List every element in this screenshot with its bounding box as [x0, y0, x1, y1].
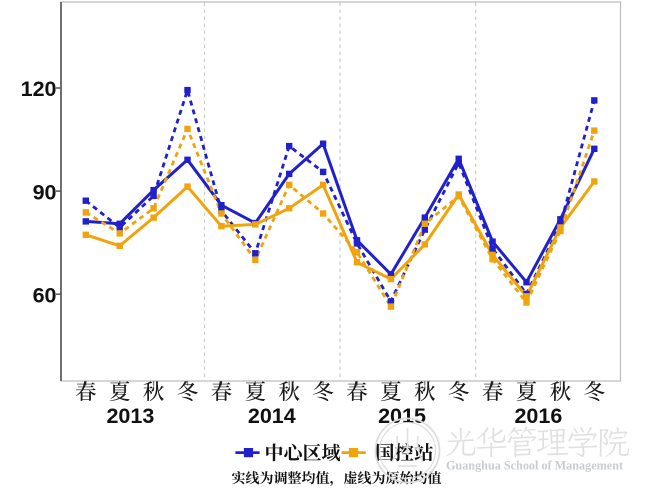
svg-text:2014: 2014	[248, 404, 296, 428]
svg-text:60: 60	[33, 283, 57, 307]
svg-text:2016: 2016	[514, 404, 562, 428]
svg-text:120: 120	[21, 77, 57, 101]
svg-text:90: 90	[33, 180, 57, 204]
svg-text:Guanghua School of Management: Guanghua School of Management	[446, 459, 623, 473]
svg-text:2013: 2013	[106, 404, 154, 428]
